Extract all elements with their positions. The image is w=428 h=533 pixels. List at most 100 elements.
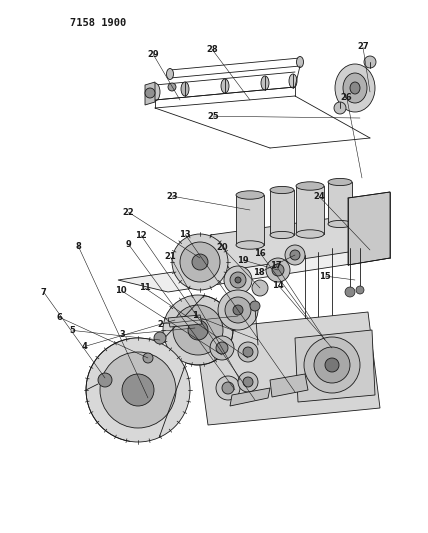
Text: 10: 10 xyxy=(115,286,127,295)
Text: 4: 4 xyxy=(82,342,88,351)
Circle shape xyxy=(325,358,339,372)
Text: 19: 19 xyxy=(237,256,249,264)
Polygon shape xyxy=(210,215,375,270)
Text: 27: 27 xyxy=(357,43,369,51)
Text: 13: 13 xyxy=(179,230,191,239)
Circle shape xyxy=(243,347,253,357)
Circle shape xyxy=(243,377,253,387)
Ellipse shape xyxy=(350,82,360,94)
Circle shape xyxy=(173,305,223,355)
Circle shape xyxy=(216,376,240,400)
Text: 28: 28 xyxy=(206,45,218,53)
Ellipse shape xyxy=(270,231,294,239)
Ellipse shape xyxy=(150,83,160,101)
Circle shape xyxy=(145,88,155,98)
Circle shape xyxy=(86,338,190,442)
Circle shape xyxy=(364,56,376,68)
Polygon shape xyxy=(348,192,390,265)
Polygon shape xyxy=(195,312,380,425)
Circle shape xyxy=(356,286,364,294)
Circle shape xyxy=(266,258,290,282)
Circle shape xyxy=(328,324,336,332)
Polygon shape xyxy=(295,330,375,402)
Text: 15: 15 xyxy=(319,272,331,280)
Circle shape xyxy=(188,320,208,340)
Circle shape xyxy=(272,264,284,276)
Text: 14: 14 xyxy=(272,281,284,289)
Text: 23: 23 xyxy=(166,192,178,200)
Ellipse shape xyxy=(328,179,352,185)
Text: 26: 26 xyxy=(341,93,353,101)
Circle shape xyxy=(100,352,176,428)
Circle shape xyxy=(345,287,355,297)
Circle shape xyxy=(143,353,153,363)
Circle shape xyxy=(238,372,258,392)
Text: 24: 24 xyxy=(313,192,325,200)
Text: 25: 25 xyxy=(207,112,219,120)
Text: 29: 29 xyxy=(147,50,159,59)
Ellipse shape xyxy=(166,69,173,79)
Text: 6: 6 xyxy=(56,313,62,321)
Ellipse shape xyxy=(221,79,229,93)
Ellipse shape xyxy=(236,241,264,249)
Circle shape xyxy=(180,242,220,282)
Circle shape xyxy=(98,373,112,387)
Circle shape xyxy=(314,347,350,383)
Text: 3: 3 xyxy=(119,330,125,339)
Ellipse shape xyxy=(236,191,264,199)
Circle shape xyxy=(314,326,322,334)
Text: 1: 1 xyxy=(192,311,198,320)
Circle shape xyxy=(122,374,154,406)
Polygon shape xyxy=(118,248,390,292)
Text: 7: 7 xyxy=(41,288,47,296)
Ellipse shape xyxy=(343,73,367,103)
Polygon shape xyxy=(328,182,352,224)
Circle shape xyxy=(154,332,166,344)
Ellipse shape xyxy=(261,76,269,90)
Ellipse shape xyxy=(181,82,189,96)
Text: 18: 18 xyxy=(253,269,265,277)
Polygon shape xyxy=(296,186,324,234)
Circle shape xyxy=(233,305,243,315)
Text: 12: 12 xyxy=(135,231,147,240)
Text: 9: 9 xyxy=(125,240,131,248)
Ellipse shape xyxy=(328,221,352,228)
Text: 11: 11 xyxy=(139,284,151,292)
Circle shape xyxy=(290,250,300,260)
Polygon shape xyxy=(230,388,270,406)
Circle shape xyxy=(224,266,252,294)
Circle shape xyxy=(304,337,360,393)
Text: 21: 21 xyxy=(164,253,176,261)
Circle shape xyxy=(250,301,260,311)
Circle shape xyxy=(230,272,246,288)
Polygon shape xyxy=(145,82,155,105)
Circle shape xyxy=(222,382,234,394)
Circle shape xyxy=(252,280,268,296)
Ellipse shape xyxy=(296,230,324,238)
Polygon shape xyxy=(270,374,308,397)
Circle shape xyxy=(172,234,228,290)
Text: 5: 5 xyxy=(70,326,76,335)
Text: 22: 22 xyxy=(122,208,134,216)
Circle shape xyxy=(192,254,208,270)
Circle shape xyxy=(210,336,234,360)
Ellipse shape xyxy=(270,187,294,193)
Text: 20: 20 xyxy=(217,244,229,252)
Ellipse shape xyxy=(335,64,375,112)
Ellipse shape xyxy=(296,182,324,190)
Circle shape xyxy=(334,102,346,114)
Ellipse shape xyxy=(289,74,297,88)
Circle shape xyxy=(238,342,258,362)
Circle shape xyxy=(235,277,241,283)
Circle shape xyxy=(163,295,233,365)
Polygon shape xyxy=(270,190,294,235)
Text: 17: 17 xyxy=(270,261,282,270)
Circle shape xyxy=(218,290,258,330)
Text: 7158 1900: 7158 1900 xyxy=(70,18,126,28)
Circle shape xyxy=(301,331,309,339)
Circle shape xyxy=(285,245,305,265)
Circle shape xyxy=(225,297,251,323)
Ellipse shape xyxy=(297,56,303,68)
Text: 16: 16 xyxy=(254,249,266,257)
Text: 2: 2 xyxy=(158,320,163,328)
